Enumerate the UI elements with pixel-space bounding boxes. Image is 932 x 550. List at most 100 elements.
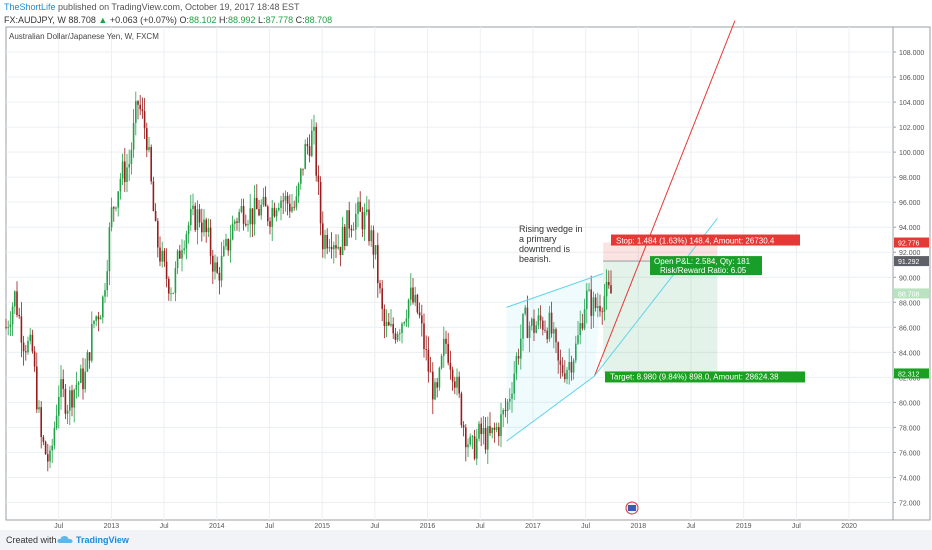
candle-body: [504, 410, 507, 412]
candle-body: [29, 334, 31, 341]
candle-body: [11, 306, 14, 325]
candle-body: [467, 444, 469, 448]
candle-body: [401, 323, 403, 334]
candle-body: [297, 183, 300, 197]
candle-body: [517, 356, 520, 359]
candle-body: [176, 250, 179, 269]
price-axis-label: 82.312: [898, 371, 920, 378]
candle-body: [377, 245, 379, 284]
candle-body: [555, 329, 557, 343]
candle-body: [603, 296, 606, 312]
candle-body: [91, 324, 93, 361]
candle-body: [238, 211, 240, 223]
candle-body: [60, 379, 62, 397]
candle-body: [18, 315, 20, 317]
candle-body: [341, 226, 344, 256]
candle-body: [544, 329, 546, 331]
candle-body: [223, 246, 225, 256]
candle-body: [289, 203, 291, 212]
candle-body: [36, 366, 38, 410]
candle-body: [110, 207, 113, 228]
close-label: C:: [295, 15, 305, 25]
candle-body: [515, 356, 518, 374]
candle-body: [454, 381, 456, 388]
candle-body: [236, 221, 238, 223]
candle-body: [526, 307, 529, 338]
candle-body: [190, 209, 192, 226]
candle-body: [203, 219, 205, 233]
candle-body: [306, 144, 309, 147]
stop-label-box: [611, 234, 800, 246]
candle-body: [141, 109, 144, 112]
x-tick-label: 2013: [104, 523, 120, 530]
candle-body: [9, 324, 12, 328]
candle-body: [357, 201, 359, 214]
candle-body: [337, 246, 339, 249]
candle-body: [484, 428, 487, 450]
candle-body: [267, 206, 269, 222]
candle-body: [480, 423, 482, 435]
candle-body: [522, 313, 524, 339]
candle-body: [557, 342, 559, 361]
price-change: +0.063 (+0.07%): [109, 15, 177, 25]
candle-body: [335, 245, 337, 249]
candle-body: [500, 414, 502, 437]
annotation-note-line: bearish.: [519, 254, 551, 264]
low-label: L:: [258, 15, 266, 25]
candle-body: [548, 312, 551, 340]
candle-body: [396, 333, 399, 340]
candle-body: [502, 410, 504, 415]
candle-body: [126, 167, 128, 182]
candle-body: [205, 219, 207, 233]
candle-body: [22, 342, 25, 352]
candle-body: [183, 248, 185, 251]
open-pl-label: Open P&L: 2.584, Qty: 181: [654, 257, 751, 266]
tradingview-logo-text[interactable]: TradingView: [76, 535, 129, 545]
candle-body: [234, 221, 236, 224]
candle-body: [253, 197, 256, 225]
pl-label-box: [650, 256, 762, 276]
candle-body: [579, 323, 581, 336]
candle-body: [370, 230, 372, 242]
candle-body: [154, 211, 157, 221]
candle-body: [487, 426, 489, 450]
candle-body: [53, 428, 56, 446]
x-tick-label: Jul: [54, 523, 63, 530]
candle-body: [291, 206, 293, 212]
author-link[interactable]: TheShortLife: [4, 2, 56, 12]
candle-body: [493, 427, 496, 430]
candle-body: [220, 255, 223, 281]
published-text: published on TradingView.com, October 19…: [58, 2, 300, 12]
candle-body: [260, 204, 262, 216]
y-tick-label: 94.000: [899, 225, 921, 232]
candle-body: [187, 225, 190, 235]
candle-body: [69, 390, 71, 411]
candle-body: [181, 250, 183, 259]
candle-body: [51, 445, 53, 451]
candle-body: [302, 168, 304, 170]
candle-body: [399, 333, 401, 334]
calendar-event-icon[interactable]: [625, 501, 639, 515]
candle-body: [286, 195, 289, 204]
wedge-fill: [506, 273, 604, 442]
candle-body: [566, 370, 568, 380]
candle-body: [333, 245, 335, 250]
candle-body: [106, 271, 108, 291]
candle-body: [449, 362, 452, 370]
candle-body: [5, 327, 7, 329]
candle-body: [31, 334, 34, 352]
candle-body: [581, 323, 584, 329]
candle-body: [128, 164, 130, 168]
candle-body: [207, 227, 210, 233]
wedge-upper-line: [506, 273, 604, 308]
candle-body: [326, 234, 328, 249]
candle-body: [38, 407, 40, 410]
candle-body: [115, 207, 117, 209]
candle-body: [427, 349, 430, 372]
candle-body: [592, 297, 595, 316]
candle-body: [73, 389, 75, 408]
candle-body: [27, 340, 29, 353]
candle-body: [438, 367, 441, 388]
candle-body: [418, 312, 421, 316]
chart-canvas[interactable]: 72.000 74.000 76.000 78.000 80.000 82.000 84.0…: [0, 0, 932, 530]
